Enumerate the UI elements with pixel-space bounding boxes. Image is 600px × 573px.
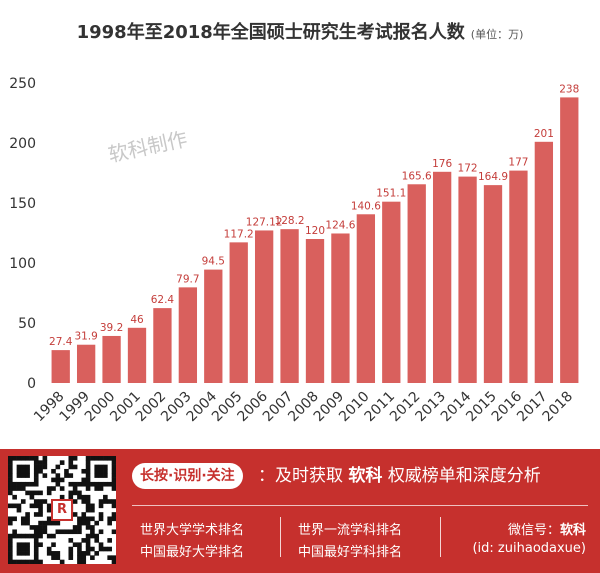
bar: [356, 214, 376, 383]
slogan-prefix: ：及时获取: [258, 466, 343, 486]
slogan-brand: 软科: [348, 466, 383, 486]
link-china-university-ranking[interactable]: 中国最好大学排名: [140, 545, 245, 560]
bar: [305, 239, 325, 383]
data-label: 31.9: [74, 331, 97, 343]
link-world-subject-ranking[interactable]: 世界一流学科排名: [298, 523, 403, 538]
wechat-prefix: 微信号：: [507, 523, 560, 538]
y-tick-label: 0: [27, 376, 36, 392]
data-label: 79.7: [176, 273, 199, 285]
bar: [331, 233, 350, 383]
bar: [458, 176, 477, 383]
wechat-id: (id: zuihaodaxue): [472, 541, 586, 556]
bar: [76, 344, 96, 383]
data-label: 27.4: [49, 336, 73, 348]
qr-code[interactable]: R: [8, 456, 117, 565]
data-label: 46: [130, 314, 144, 326]
wechat-name: 软科: [559, 523, 586, 538]
bar: [229, 242, 248, 383]
bar: [483, 185, 503, 383]
footer-divider-vertical-2: [440, 517, 441, 557]
data-label: 165.6: [402, 170, 432, 182]
bar: [280, 229, 299, 383]
y-tick-label: 50: [18, 316, 36, 332]
link-china-subject-ranking[interactable]: 中国最好学科排名: [298, 545, 403, 560]
slogan-suffix: 权威榜单和深度分析: [387, 466, 541, 486]
chart-title-row: 1998年至2018年全国硕士研究生考试报名人数 (单位：万): [0, 18, 600, 44]
data-label: 140.6: [351, 200, 381, 212]
data-label: 39.2: [100, 322, 123, 334]
bar: [204, 269, 223, 383]
data-label: 238: [559, 83, 579, 95]
wechat-account: 微信号：软科: [508, 519, 586, 538]
bar: [560, 97, 579, 384]
data-label: 151.1: [376, 188, 406, 200]
data-label: 94.5: [202, 256, 225, 268]
slogan-badge: 长按·识别·关注: [132, 463, 243, 489]
chart-title: 1998年至2018年全国硕士研究生考试报名人数: [76, 22, 465, 43]
data-label: 177: [508, 157, 528, 169]
unit-note: (单位：万): [470, 28, 524, 41]
footer-divider-vertical: [280, 517, 281, 557]
bar-chart: 软科制作05010015020025027.4199831.9199939.22…: [9, 76, 579, 426]
bar: [102, 335, 121, 383]
data-label: 201: [534, 128, 554, 140]
data-label: 176: [432, 158, 452, 170]
y-tick-label: 100: [9, 256, 36, 272]
data-label: 128.2: [275, 215, 305, 227]
slogan-text: ：及时获取 软科 权威榜单和深度分析: [258, 463, 541, 489]
ranking-logo-icon: R: [51, 499, 73, 521]
data-label: 62.4: [151, 294, 175, 306]
y-tick-label: 250: [9, 76, 36, 92]
watermark-text: 软科制作: [106, 127, 189, 167]
bar: [509, 170, 528, 383]
bar: [178, 287, 198, 383]
bar: [51, 350, 70, 383]
bar: [254, 230, 274, 383]
bar: [153, 308, 172, 383]
data-label: 127.12: [246, 216, 283, 228]
bar: [534, 141, 554, 383]
data-label: 124.6: [325, 219, 355, 231]
link-world-university-ranking[interactable]: 世界大学学术排名: [140, 523, 245, 538]
data-label: 120: [305, 225, 325, 237]
bar: [407, 184, 426, 383]
data-label: 117.2: [224, 228, 254, 240]
data-label: 164.9: [478, 171, 508, 183]
y-tick-label: 150: [9, 196, 36, 212]
footer-divider: [132, 505, 588, 506]
y-tick-label: 200: [9, 136, 36, 152]
promo-footer: R 长按·识别·关注 ：及时获取 软科 权威榜单和深度分析 世界大学学术排名 中…: [0, 449, 600, 573]
bar: [382, 201, 401, 383]
data-label: 172: [458, 163, 478, 175]
x-tick-label: 2018: [540, 389, 577, 426]
bar: [127, 327, 147, 383]
bar: [432, 171, 452, 383]
